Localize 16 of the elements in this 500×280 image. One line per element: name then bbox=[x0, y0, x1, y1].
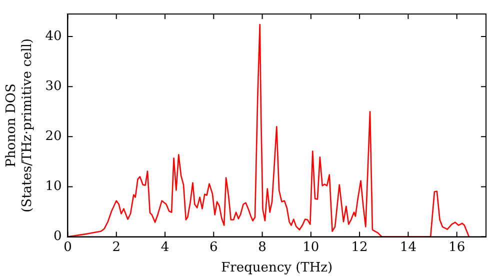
x-tick-label: 16 bbox=[448, 240, 466, 255]
x-tick-label: 4 bbox=[160, 240, 170, 255]
y-tick-label: 40 bbox=[45, 28, 62, 44]
x-tick-label: 6 bbox=[210, 240, 218, 255]
x-axis-title: Frequency (THz) bbox=[221, 260, 333, 276]
y-tick-label: 10 bbox=[45, 179, 62, 194]
x-tick-label: 14 bbox=[400, 240, 416, 255]
x-tick-label: 10 bbox=[302, 240, 320, 255]
x-tick-label: 2 bbox=[112, 240, 121, 255]
y-axis-title: Phonon DOS (States/THz·primitive cell) bbox=[4, 38, 35, 212]
y-tick-label: 0 bbox=[53, 229, 62, 244]
y-tick-label: 20 bbox=[45, 129, 62, 144]
x-tick-label: 8 bbox=[258, 240, 266, 255]
x-tick-label: 12 bbox=[351, 240, 368, 255]
y-tick-label: 30 bbox=[45, 78, 62, 94]
x-tick-label: 0 bbox=[64, 240, 72, 255]
